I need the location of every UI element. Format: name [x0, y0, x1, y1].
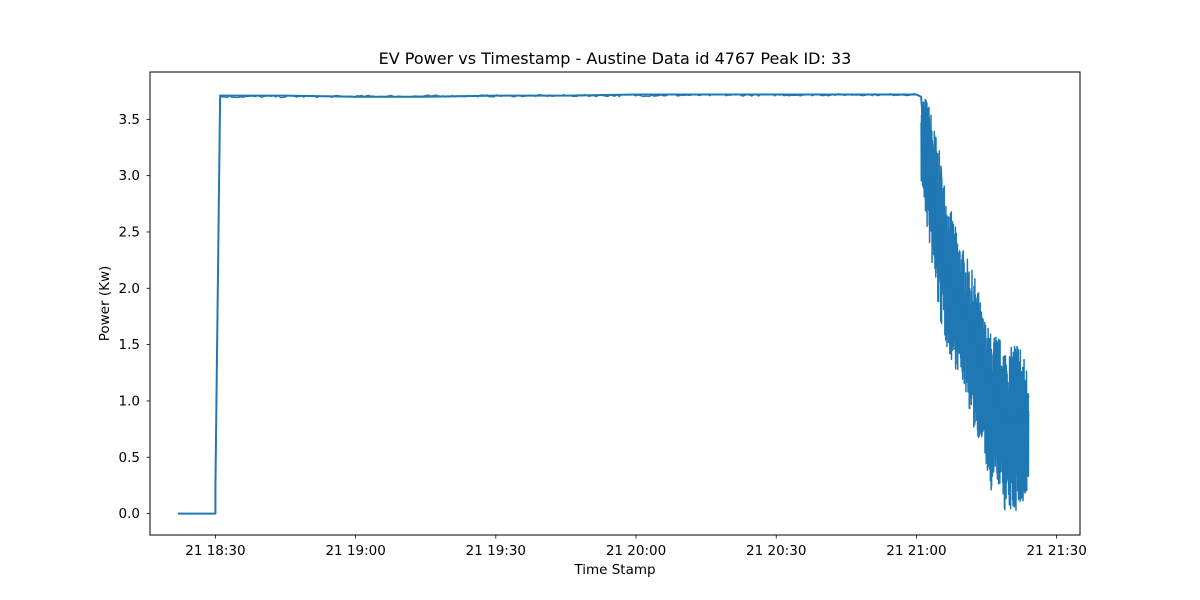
x-axis-title: Time Stamp	[573, 562, 655, 578]
y-tick-label: 0.0	[119, 506, 140, 522]
series-plateau-jitter	[219, 92, 917, 99]
x-tick-label: 21 18:30	[185, 543, 245, 559]
series-line	[178, 93, 1030, 515]
y-tick-label: 3.5	[119, 112, 140, 128]
y-tick-label: 3.0	[119, 168, 140, 184]
y-tick-label: 2.0	[119, 281, 140, 297]
y-tick-label: 1.0	[119, 393, 140, 409]
y-tick-label: 1.5	[119, 337, 140, 353]
y-tick-label: 0.5	[119, 450, 140, 466]
x-tick-label: 21 21:00	[886, 543, 946, 559]
x-tick-label: 21 20:30	[746, 543, 806, 559]
axes-layer: 0.0 0.5 1.0 1.5 2.0 2.5 3.0 3.5 21 18:30 21 19:00…	[119, 112, 1087, 559]
x-tick-label: 21 19:30	[466, 543, 526, 559]
y-tick-label: 2.5	[119, 224, 140, 240]
data-layer	[178, 92, 1030, 515]
y-axis-title: Power (Kw)	[97, 266, 113, 342]
x-tick-label: 21 21:30	[1026, 543, 1086, 559]
x-tick-label: 21 19:00	[325, 543, 385, 559]
x-tick-label: 21 20:00	[606, 543, 666, 559]
plot-frame	[149, 71, 1081, 536]
chart-title: EV Power vs Timestamp - Austine Data id …	[379, 49, 852, 68]
